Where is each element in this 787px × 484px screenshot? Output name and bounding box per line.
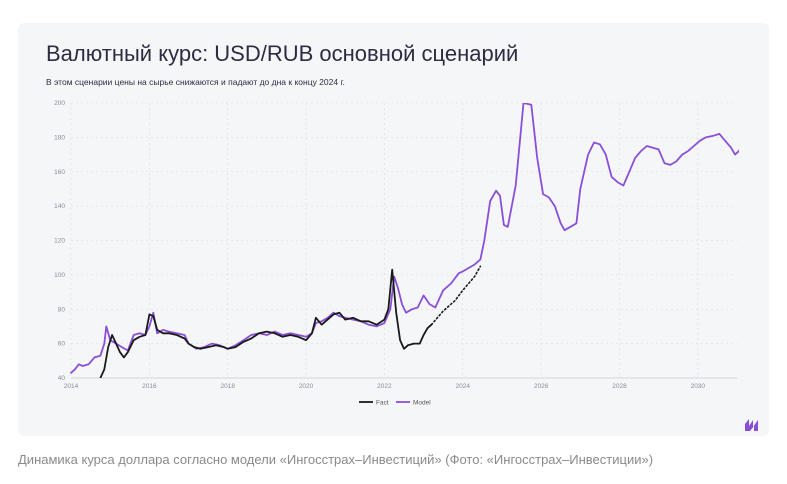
- y-tick-180: 180: [54, 134, 65, 141]
- image-caption: Динамика курса доллара согласно модели «…: [18, 452, 654, 467]
- y-tick-80: 80: [58, 306, 66, 313]
- chart-legend: Fact Model: [359, 399, 431, 406]
- y-tick-100: 100: [54, 272, 65, 279]
- chart-card: [18, 23, 769, 436]
- y-tick-160: 160: [54, 169, 65, 176]
- legend-label-fact: Fact: [376, 399, 389, 406]
- x-tick-2018: 2018: [220, 383, 235, 390]
- y-tick-200: 200: [54, 100, 65, 107]
- y-tick-120: 120: [54, 238, 65, 245]
- x-tick-2030: 2030: [691, 383, 706, 390]
- x-tick-2028: 2028: [612, 383, 627, 390]
- legend-label-model: Model: [413, 399, 431, 406]
- series-line-fact-dotted: [430, 265, 482, 326]
- x-tick-2022: 2022: [377, 383, 392, 390]
- x-tick-2014: 2014: [64, 383, 79, 390]
- chart-subtitle: В этом сценарии цены на сырье снижаются …: [46, 77, 345, 87]
- ingosstrakh-logo-icon: [744, 418, 760, 437]
- chart-title: Валютный курс: USD/RUB основной сценарий: [46, 41, 519, 66]
- x-tick-2024: 2024: [456, 383, 471, 390]
- x-axis: 2014 2016 2018 2020 2022 2024 2026 2028 2030: [64, 383, 706, 390]
- y-tick-40: 40: [58, 375, 66, 382]
- series-line-fact: [99, 268, 433, 378]
- y-tick-60: 60: [58, 341, 66, 348]
- y-tick-140: 140: [54, 203, 65, 210]
- y-axis: 40 60 80 100 120 140 160 180 200: [54, 100, 65, 382]
- chart-series: [70, 103, 739, 378]
- x-tick-2026: 2026: [534, 383, 549, 390]
- chart-grid: [70, 102, 737, 379]
- x-tick-2020: 2020: [299, 383, 314, 390]
- series-line-model: [70, 103, 739, 374]
- x-tick-2016: 2016: [142, 383, 157, 390]
